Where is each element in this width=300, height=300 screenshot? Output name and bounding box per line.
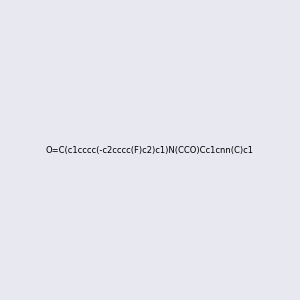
Text: O=C(c1cccc(-c2cccc(F)c2)c1)N(CCO)Cc1cnn(C)c1: O=C(c1cccc(-c2cccc(F)c2)c1)N(CCO)Cc1cnn(… <box>46 146 254 154</box>
